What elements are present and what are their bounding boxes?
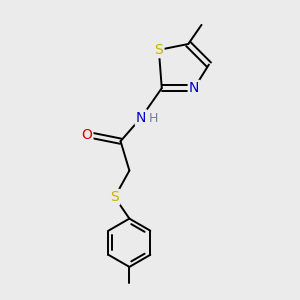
Text: S: S	[110, 190, 119, 204]
Text: N: N	[136, 111, 146, 124]
Text: N: N	[189, 81, 200, 95]
Text: H: H	[149, 112, 158, 125]
Text: S: S	[154, 43, 163, 57]
Text: O: O	[81, 128, 92, 142]
